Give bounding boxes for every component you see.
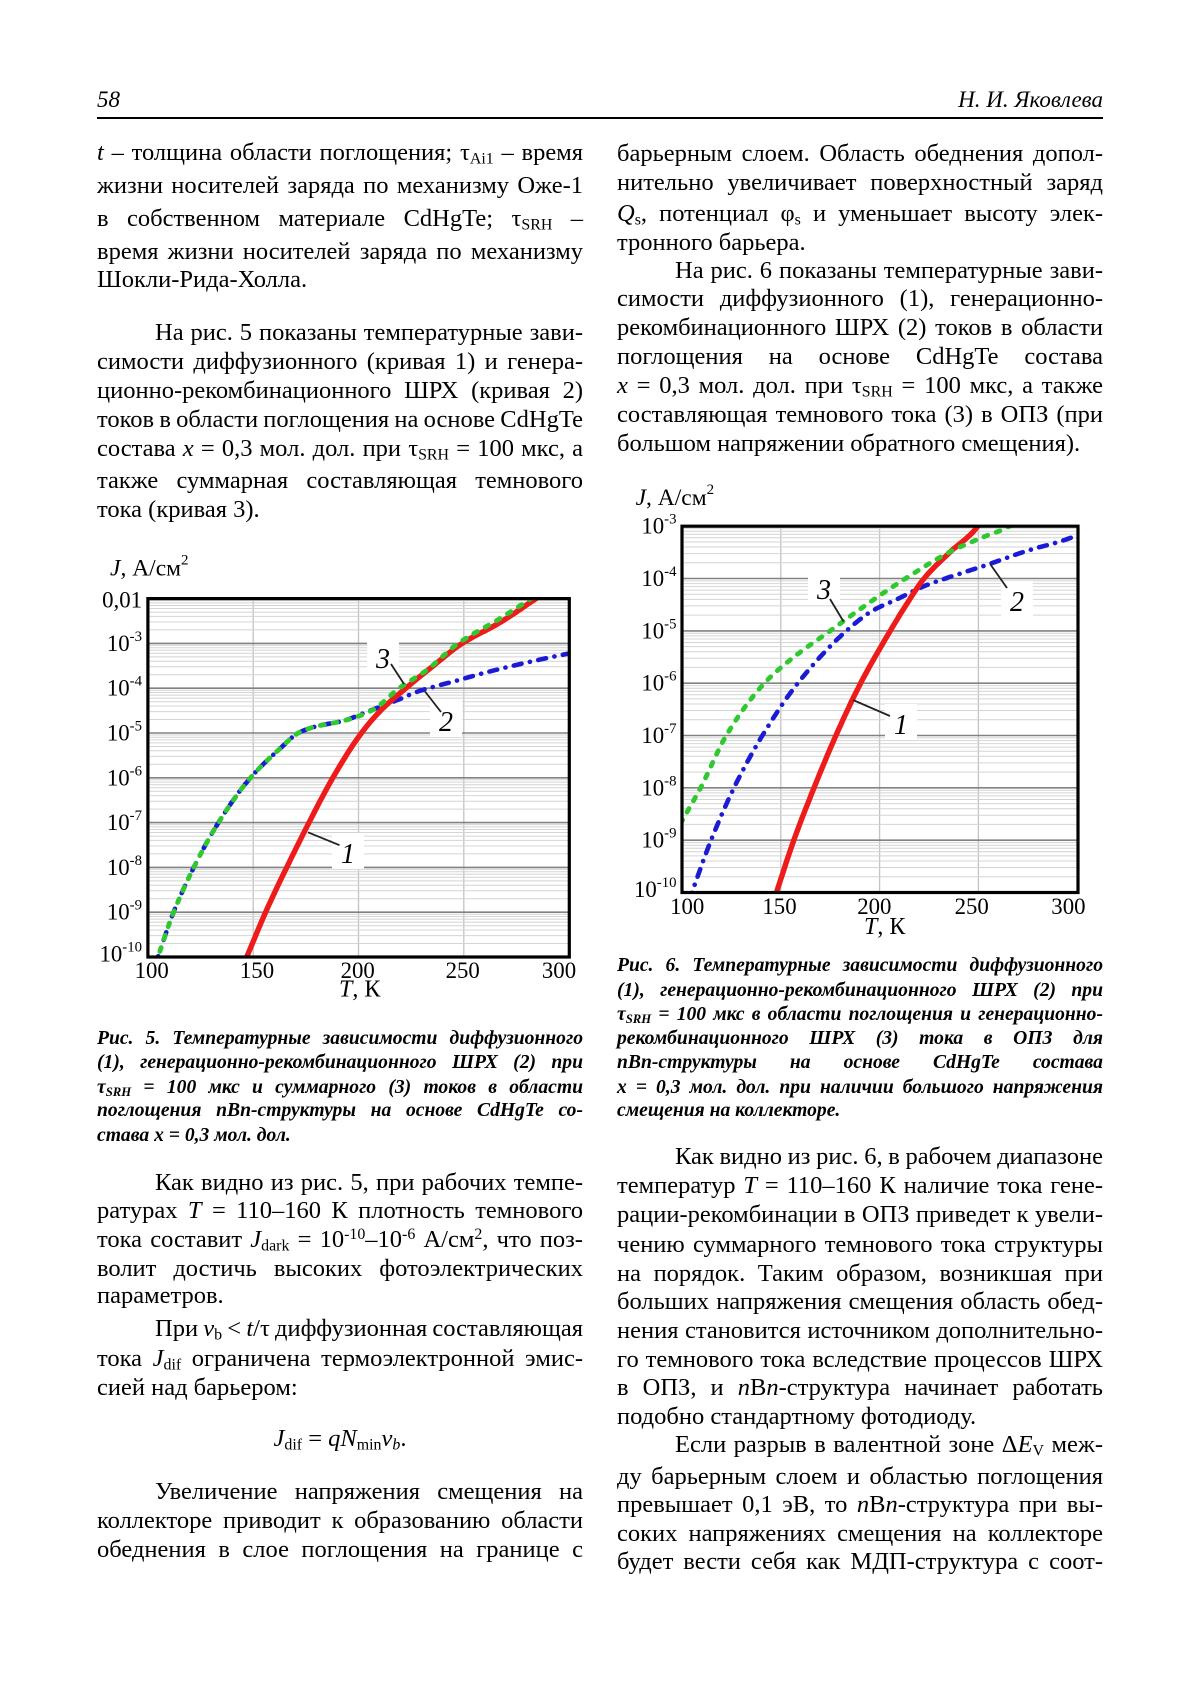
svg-text:10-9: 10-9 — [107, 898, 142, 925]
svg-text:J, А/см2: J, А/см2 — [636, 482, 715, 511]
svg-text:Т, К: Т, К — [339, 977, 381, 1003]
svg-text:10-3: 10-3 — [641, 512, 676, 539]
svg-text:2: 2 — [439, 707, 453, 738]
svg-text:250: 250 — [955, 894, 989, 919]
svg-text:0,01: 0,01 — [102, 587, 142, 612]
svg-text:10-7: 10-7 — [107, 808, 142, 835]
svg-text:3: 3 — [375, 644, 390, 675]
svg-text:150: 150 — [240, 958, 274, 983]
svg-text:J, А/см2: J, А/см2 — [110, 552, 189, 581]
svg-text:100: 100 — [135, 958, 169, 983]
svg-text:150: 150 — [762, 894, 796, 919]
svg-text:100: 100 — [670, 894, 704, 919]
svg-text:1: 1 — [341, 839, 355, 870]
svg-text:10-7: 10-7 — [641, 721, 676, 748]
svg-text:2: 2 — [1010, 587, 1024, 618]
svg-text:10-9: 10-9 — [641, 826, 676, 853]
svg-text:200: 200 — [857, 894, 891, 919]
svg-text:10-8: 10-8 — [641, 773, 676, 800]
svg-text:250: 250 — [446, 958, 480, 983]
svg-text:3: 3 — [816, 575, 831, 606]
svg-text:10-8: 10-8 — [107, 853, 142, 880]
svg-text:10-6: 10-6 — [107, 763, 142, 790]
svg-text:1: 1 — [894, 710, 908, 741]
svg-text:Т, К: Т, К — [864, 914, 906, 940]
svg-text:10-5: 10-5 — [107, 719, 142, 746]
svg-text:10-3: 10-3 — [107, 629, 142, 656]
svg-text:10-10: 10-10 — [99, 940, 142, 967]
svg-text:200: 200 — [341, 958, 375, 983]
svg-text:10-10: 10-10 — [634, 875, 677, 902]
svg-text:10-4: 10-4 — [641, 564, 677, 591]
svg-text:10-5: 10-5 — [641, 616, 676, 643]
svg-text:10-4: 10-4 — [107, 674, 143, 701]
svg-text:300: 300 — [542, 958, 576, 983]
svg-text:10-6: 10-6 — [641, 669, 676, 696]
svg-text:300: 300 — [1051, 894, 1085, 919]
